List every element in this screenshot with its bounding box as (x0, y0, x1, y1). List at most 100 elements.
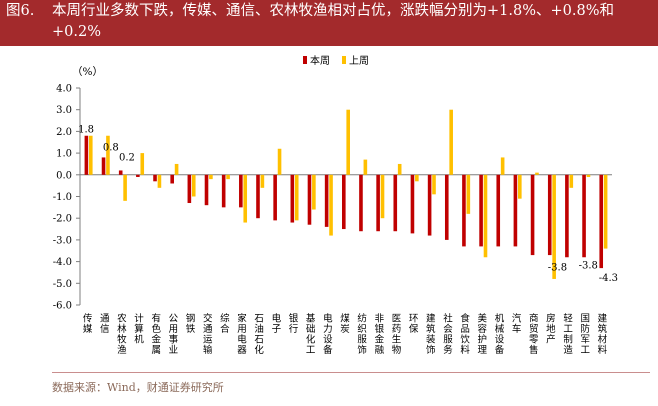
x-tick-label-char: 食 (460, 313, 470, 325)
x-tick-label-char: 通 (203, 324, 213, 335)
x-tick-label-char: 纺 (357, 313, 367, 325)
bar-this-week (204, 174, 209, 206)
x-tick-label-char: 制 (563, 334, 573, 346)
x-tick-label-char: 保 (409, 323, 419, 335)
bar-this-week (359, 174, 363, 232)
x-tick-label-char: 商 (529, 313, 539, 325)
bar-this-week (153, 174, 157, 182)
x-tick-label-char: 事 (169, 334, 179, 346)
data-label: -3.8 (579, 260, 598, 271)
x-tick-label-char: 用 (237, 324, 247, 335)
bar-this-week (239, 174, 243, 208)
x-tick-label-char: 生 (392, 334, 402, 346)
x-tick-label-char: 机 (134, 334, 144, 346)
x-tick-label-char: 基 (306, 313, 316, 325)
bar-this-week (342, 174, 346, 230)
data-label: 0.2 (119, 152, 135, 163)
x-tick-label-char: 机 (495, 313, 505, 325)
x-tick-label-char: 贸 (529, 323, 539, 335)
bar-this-week (136, 174, 140, 177)
x-tick-label-char: 饮 (460, 334, 470, 346)
bar-last-week (174, 163, 179, 175)
bar-last-week (312, 174, 316, 210)
x-tick-label-char: 工 (306, 345, 316, 356)
bar-this-week (84, 135, 89, 175)
bar-this-week (530, 174, 535, 256)
x-tick-label-char: 材 (598, 334, 608, 346)
y-tick-label: -5.0 (53, 279, 72, 290)
x-tick-label-char: 牧 (117, 334, 127, 346)
x-tick-label-char: 军 (581, 335, 591, 346)
x-tick-label-char: 电 (272, 313, 282, 325)
bar-last-week (329, 174, 333, 236)
bar-this-week (462, 174, 466, 247)
x-tick-label-char: 电 (237, 334, 247, 346)
x-tick-label-char: 算 (134, 323, 144, 335)
x-tick-label-char: 用 (169, 324, 179, 335)
x-tick-label-char: 金 (375, 334, 385, 346)
y-tick-label: 3.0 (56, 105, 72, 116)
legend-label: 本周 (310, 54, 330, 67)
x-tick-label-char: 建 (598, 313, 608, 325)
x-tick-label-char: 础 (306, 323, 316, 335)
bar-last-week (294, 174, 299, 221)
bar-last-week (209, 174, 213, 180)
x-tick-label-char: 会 (443, 323, 453, 335)
bar-last-week (518, 174, 522, 199)
x-tick-label-char: 运 (203, 335, 213, 346)
bar-this-week (221, 174, 226, 208)
x-tick-label-char: 煤 (340, 313, 350, 325)
x-tick-label-char: 织 (357, 323, 367, 335)
x-tick-label-char: 防 (581, 323, 591, 335)
x-tick-label-char: 料 (460, 344, 470, 356)
figure-label: 图6. (6, 3, 35, 19)
data-source-note: 数据来源：Wind，财通证券研究所 (52, 381, 224, 394)
bar-this-week (444, 174, 449, 240)
x-tick-label-char: 美 (478, 313, 488, 325)
bar-last-week (449, 109, 453, 175)
bar-this-week (256, 174, 260, 219)
bar-this-week (393, 174, 398, 232)
bar-last-week (157, 174, 162, 188)
bar-last-week (483, 174, 488, 258)
x-tick-label-char: 械 (495, 323, 505, 335)
x-tick-label-char: 钢 (186, 313, 196, 325)
x-tick-label-char: 理 (478, 345, 488, 356)
bar-last-week (346, 109, 350, 175)
x-tick-label-char: 银 (375, 323, 385, 335)
bar-this-week (565, 174, 569, 258)
bar-this-week (273, 174, 277, 221)
x-tick-label-char: 车 (512, 323, 522, 335)
x-tick-label-char: 筑 (598, 323, 608, 335)
x-tick-label-char: 合 (220, 323, 230, 335)
x-tick-label-char: 设 (323, 335, 333, 346)
y-tick-label: -4.0 (53, 257, 72, 268)
x-tick-label-char: 石 (254, 314, 264, 325)
bar-last-week (603, 174, 608, 249)
bar-last-week (397, 163, 402, 175)
bar-last-week (432, 174, 436, 195)
bar-this-week (599, 174, 604, 269)
x-tick-label-char: 综 (220, 313, 230, 325)
x-tick-label-char: 信 (100, 323, 110, 335)
x-tick-label-char: 器 (237, 345, 247, 356)
x-tick-label-char: 药 (392, 324, 402, 335)
bar-last-week (243, 174, 248, 223)
data-label: 0.8 (103, 142, 119, 153)
x-tick-label-char: 属 (151, 345, 161, 356)
x-tick-label-char: 力 (323, 323, 333, 335)
footer-divider (52, 372, 650, 373)
bar-this-week (324, 174, 329, 227)
bar-this-week (307, 174, 312, 225)
x-tick-label-char: 饰 (426, 344, 436, 356)
x-tick-label-char: 容 (478, 323, 488, 335)
x-tick-label-char: 饰 (357, 344, 367, 356)
y-tick-label: 2.0 (56, 127, 72, 138)
x-tick-label-char: 金 (151, 334, 161, 346)
bar-this-week (118, 170, 123, 175)
x-tick-label-char: 环 (409, 314, 419, 325)
data-label: -3.8 (548, 262, 567, 273)
x-tick-label-char: 装 (426, 334, 436, 346)
x-tick-label-char: 料 (598, 344, 608, 356)
x-tick-label-char: 物 (392, 344, 402, 356)
